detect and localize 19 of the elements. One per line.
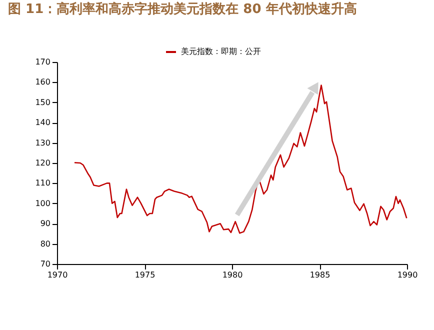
x-tick-label: 1990 xyxy=(397,270,418,280)
chart-title: 图 11：高利率和高赤字推动美元指数在 80 年代初快速升高 xyxy=(8,1,357,17)
y-tick-label: 140 xyxy=(35,118,50,128)
y-tick-label: 160 xyxy=(35,78,50,87)
y-tick-label: 70 xyxy=(40,260,50,268)
x-tick-label: 1985 xyxy=(310,270,330,280)
y-tick-label: 170 xyxy=(35,58,50,66)
y-tick-label: 100 xyxy=(35,198,50,208)
line-series xyxy=(74,84,408,234)
x-tick-label: 1975 xyxy=(134,270,156,280)
y-tick-label: 90 xyxy=(40,219,50,228)
x-tick-label: 1980 xyxy=(222,270,243,280)
y-tick-label: 80 xyxy=(40,239,50,248)
legend-label: 美元指数：即期：公开 xyxy=(181,47,261,56)
y-tick-label: 120 xyxy=(35,158,50,168)
y-tick-label: 150 xyxy=(35,98,50,107)
y-tick-label: 130 xyxy=(35,138,50,148)
y-tick-label: 110 xyxy=(35,178,50,188)
x-tick-label: 1970 xyxy=(47,270,68,280)
